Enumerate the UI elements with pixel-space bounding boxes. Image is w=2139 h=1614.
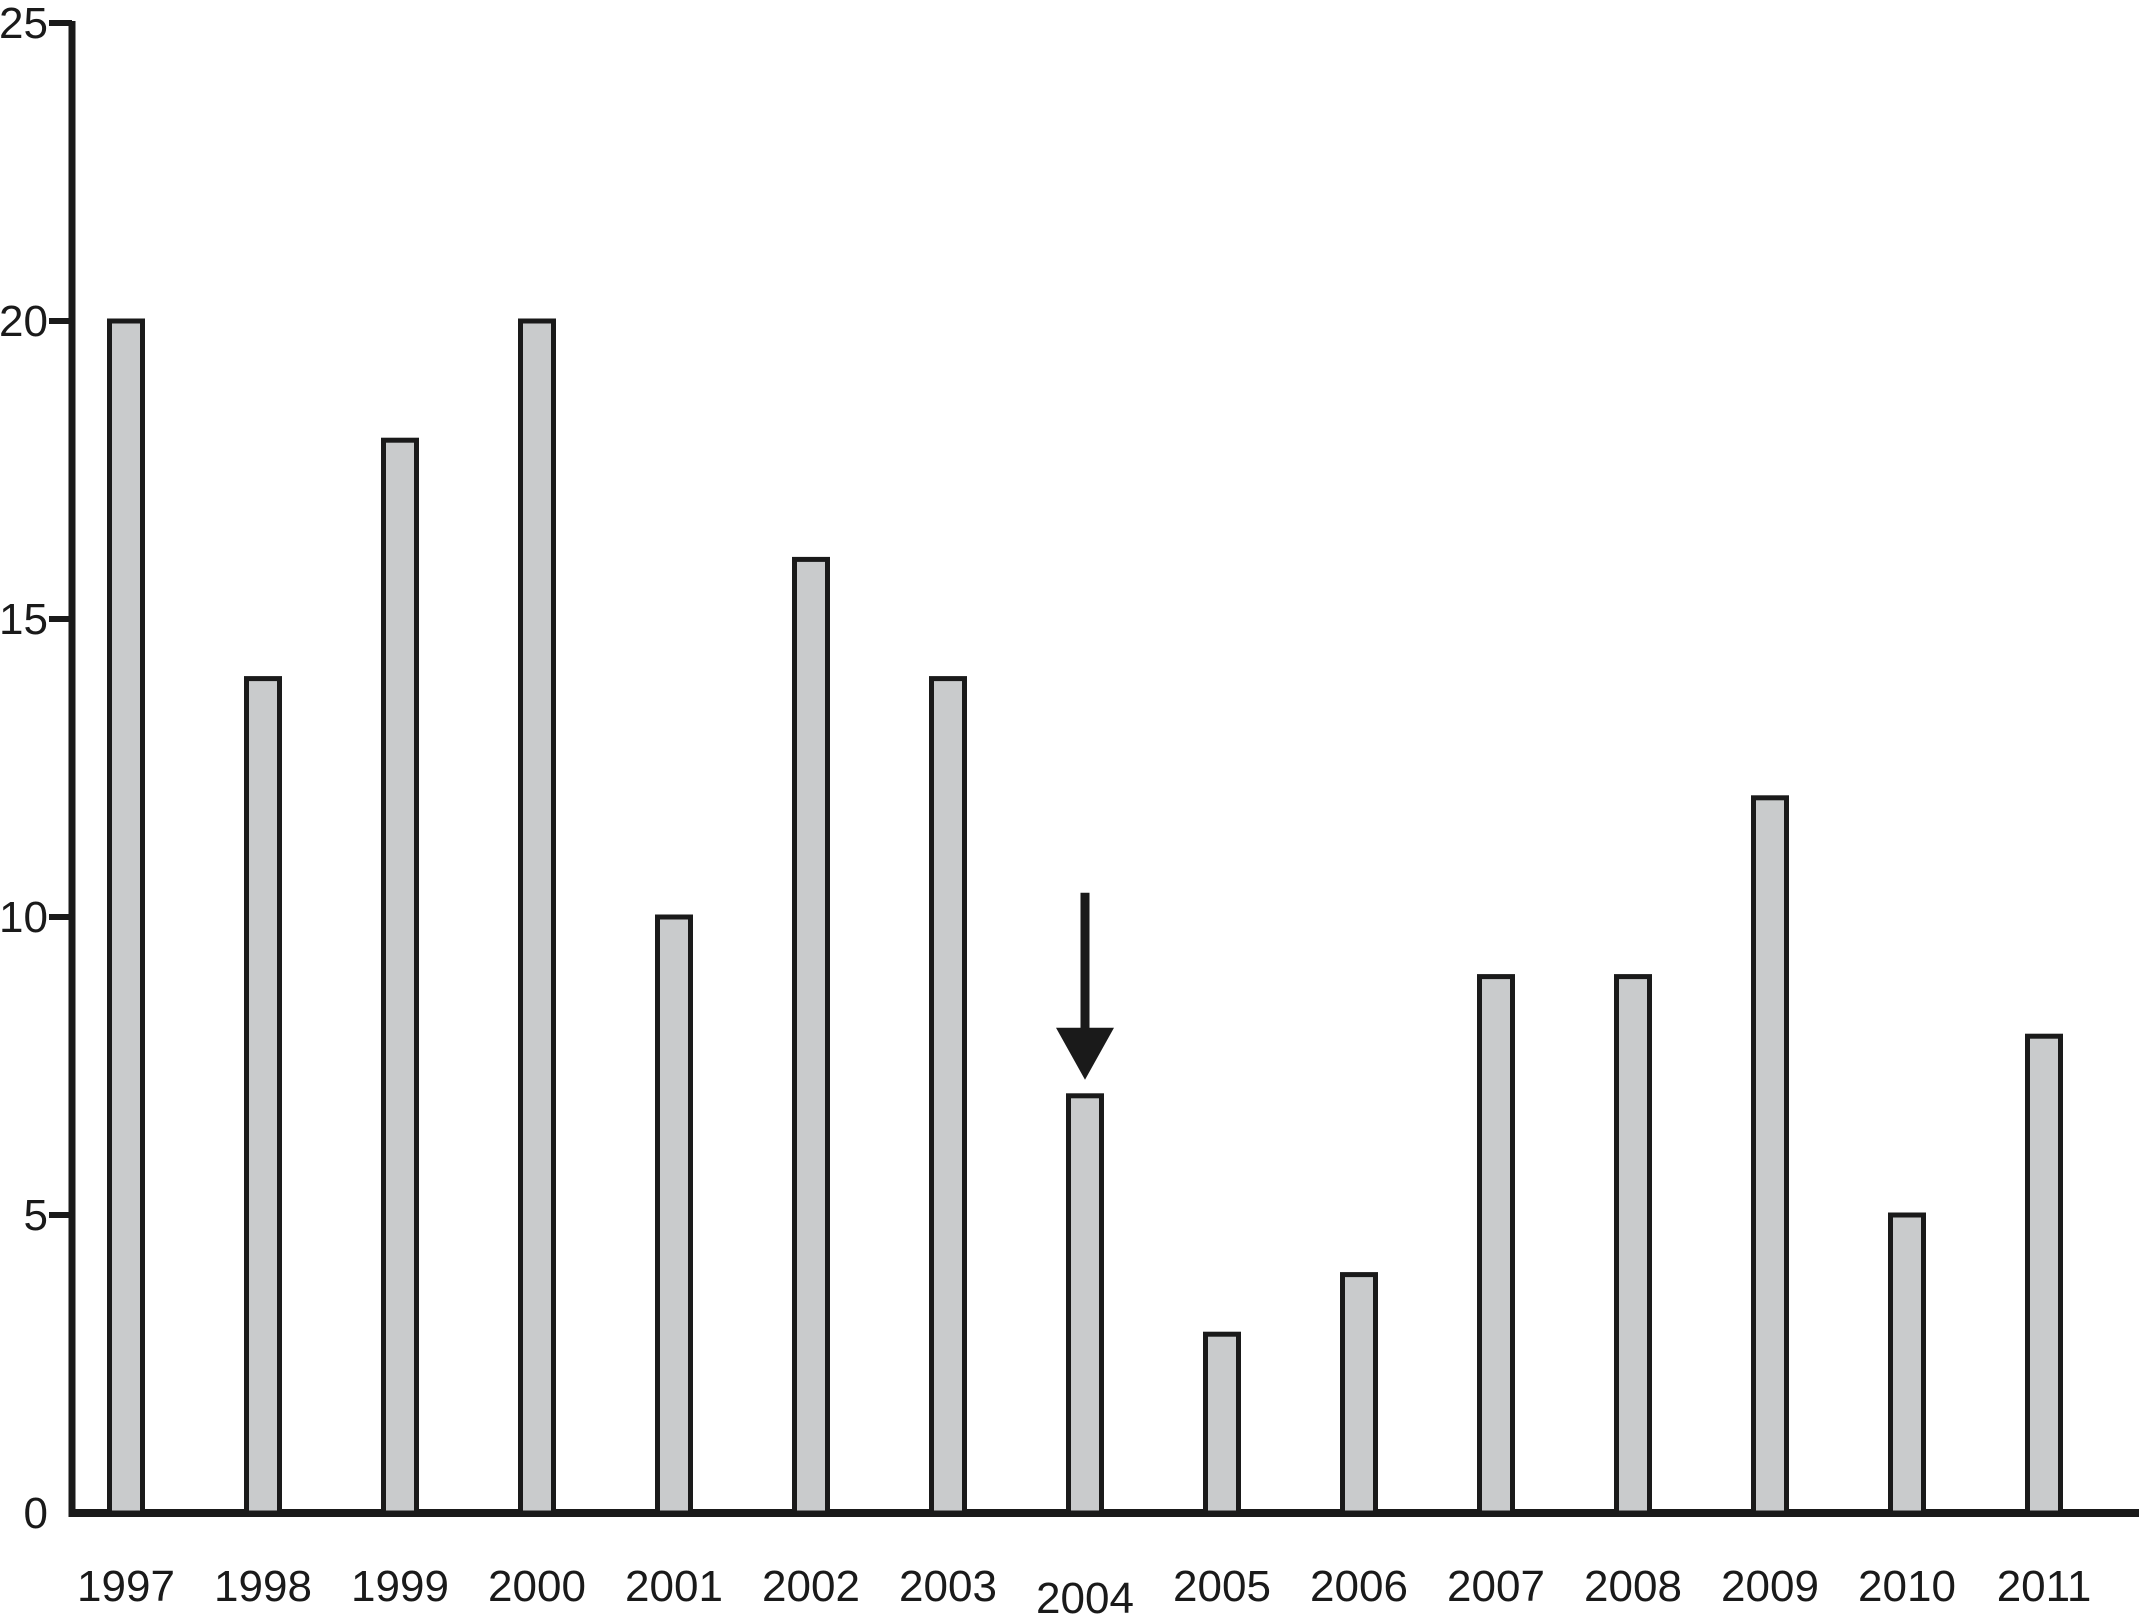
bar-1998 <box>244 676 282 1516</box>
bar-1997 <box>107 318 145 1516</box>
y-tick-label: 10 <box>0 893 48 942</box>
bar-2004 <box>1066 1093 1104 1516</box>
bar-2000 <box>518 318 556 1516</box>
bar-2003 <box>929 676 967 1516</box>
x-tick-label: 2007 <box>1447 1562 1545 1611</box>
x-tick-label: 1998 <box>214 1562 312 1611</box>
down-arrow-annotation <box>1056 892 1114 1080</box>
x-tick-label: 2008 <box>1584 1562 1682 1611</box>
bar-2011 <box>2025 1033 2063 1516</box>
x-tick-label: 2009 <box>1721 1562 1819 1611</box>
bar-2002 <box>792 556 830 1516</box>
x-tick-label: 2001 <box>625 1562 723 1611</box>
y-tick-label: 25 <box>0 0 48 48</box>
x-tick-label: 2011 <box>1997 1562 2092 1611</box>
x-tick-label: 2005 <box>1173 1562 1271 1611</box>
y-tick-label: 20 <box>0 297 48 346</box>
bar-2006 <box>1340 1272 1378 1516</box>
bar-1999 <box>381 437 419 1516</box>
bar-2008 <box>1614 974 1652 1516</box>
bar-2010 <box>1888 1212 1926 1516</box>
y-tick-label: 0 <box>24 1489 48 1538</box>
x-tick-label: 2006 <box>1310 1562 1408 1611</box>
bar-2009 <box>1751 795 1789 1516</box>
x-tick-label: 2010 <box>1858 1562 1956 1611</box>
y-tick-label: 5 <box>24 1191 48 1240</box>
x-tick-label: 2004 <box>1036 1574 1134 1614</box>
y-tick-label: 15 <box>0 595 48 644</box>
bar-2007 <box>1477 974 1515 1516</box>
x-tick-label: 1999 <box>351 1562 449 1611</box>
x-tick-label: 2000 <box>488 1562 586 1611</box>
bar-2001 <box>655 914 693 1516</box>
x-tick-label: 1997 <box>77 1562 175 1611</box>
x-tick-label: 2003 <box>899 1562 997 1611</box>
bar-2005 <box>1203 1331 1241 1516</box>
x-tick-label: 2002 <box>762 1562 860 1611</box>
